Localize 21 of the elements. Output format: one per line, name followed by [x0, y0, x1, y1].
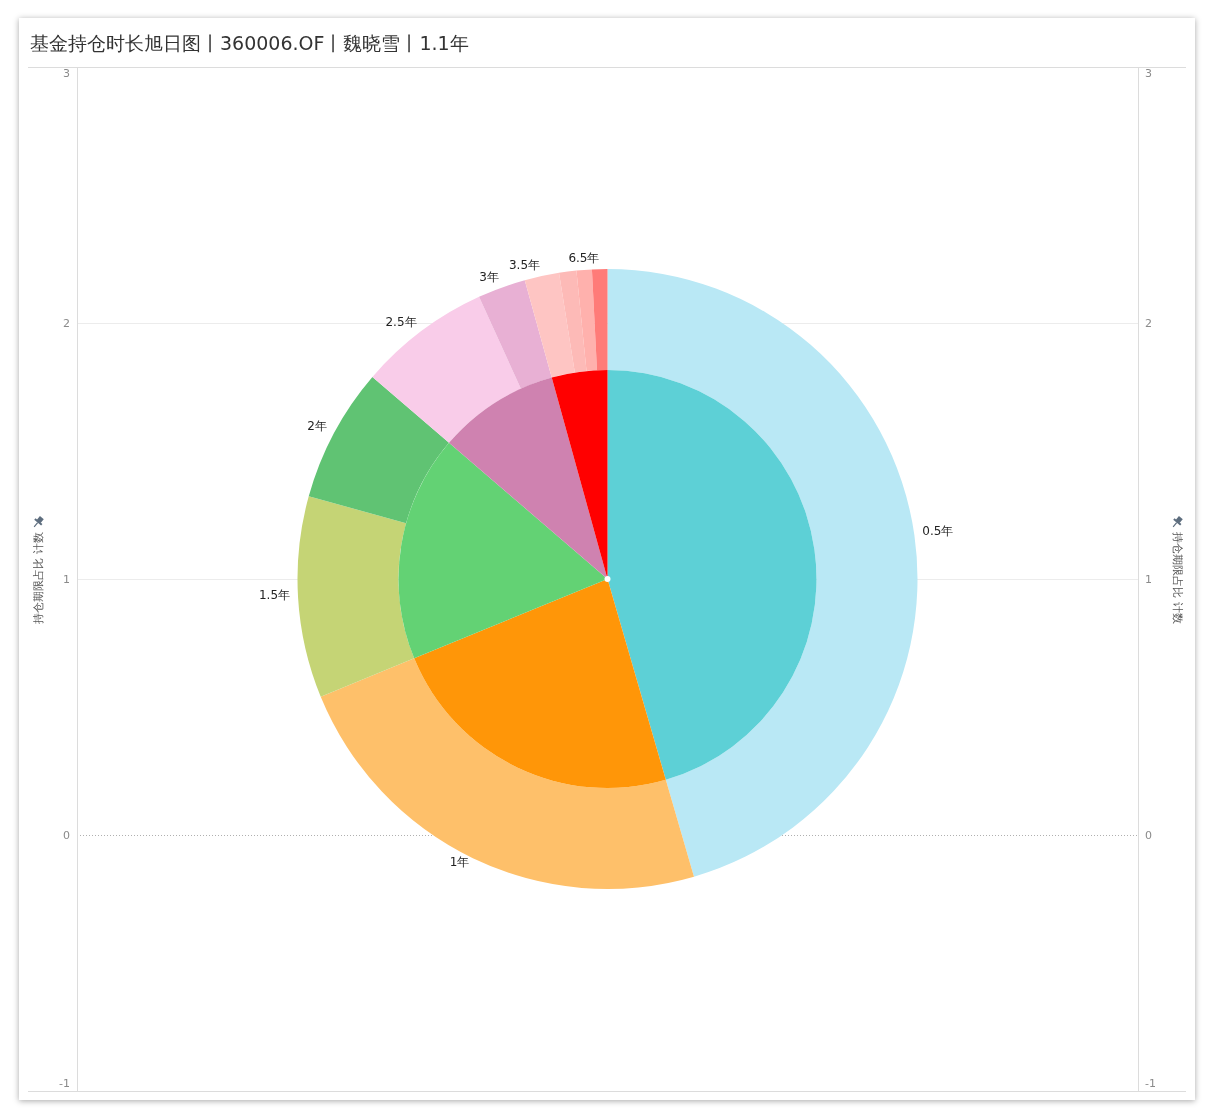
y-tick-label: 3 — [63, 66, 70, 80]
y2-axis-title: 持仓期限占比 计数 — [1170, 532, 1184, 624]
slice-label: 3.5年 — [509, 258, 541, 273]
y2-tick-label: 0 — [1145, 828, 1152, 842]
y2-tick-label: 3 — [1145, 66, 1152, 80]
y2-tick-label: -1 — [1145, 1076, 1156, 1090]
slice-label: 2年 — [307, 419, 327, 434]
slice-label: 3年 — [479, 270, 499, 285]
y-tick-label: -1 — [59, 1076, 70, 1090]
y2-tick-label: 2 — [1145, 316, 1152, 330]
y-axis-title: 持仓期限占比 计数 — [31, 532, 45, 624]
slice-label: 1年 — [449, 855, 470, 870]
y-tick-label: 1 — [63, 572, 70, 586]
slice-label: 2.5年 — [385, 314, 417, 329]
slice-label: 1.5年 — [258, 587, 291, 602]
y-tick-label: 2 — [63, 316, 70, 330]
chart-title: 基金持仓时长旭日图丨360006.OF丨魏晓雪丨1.1年 — [30, 32, 469, 54]
y2-tick-label: 1 — [1145, 572, 1152, 586]
slice-label: 6.5年 — [568, 251, 600, 266]
slice-label: 0.5年 — [922, 524, 954, 539]
y-tick-label: 0 — [63, 828, 70, 842]
